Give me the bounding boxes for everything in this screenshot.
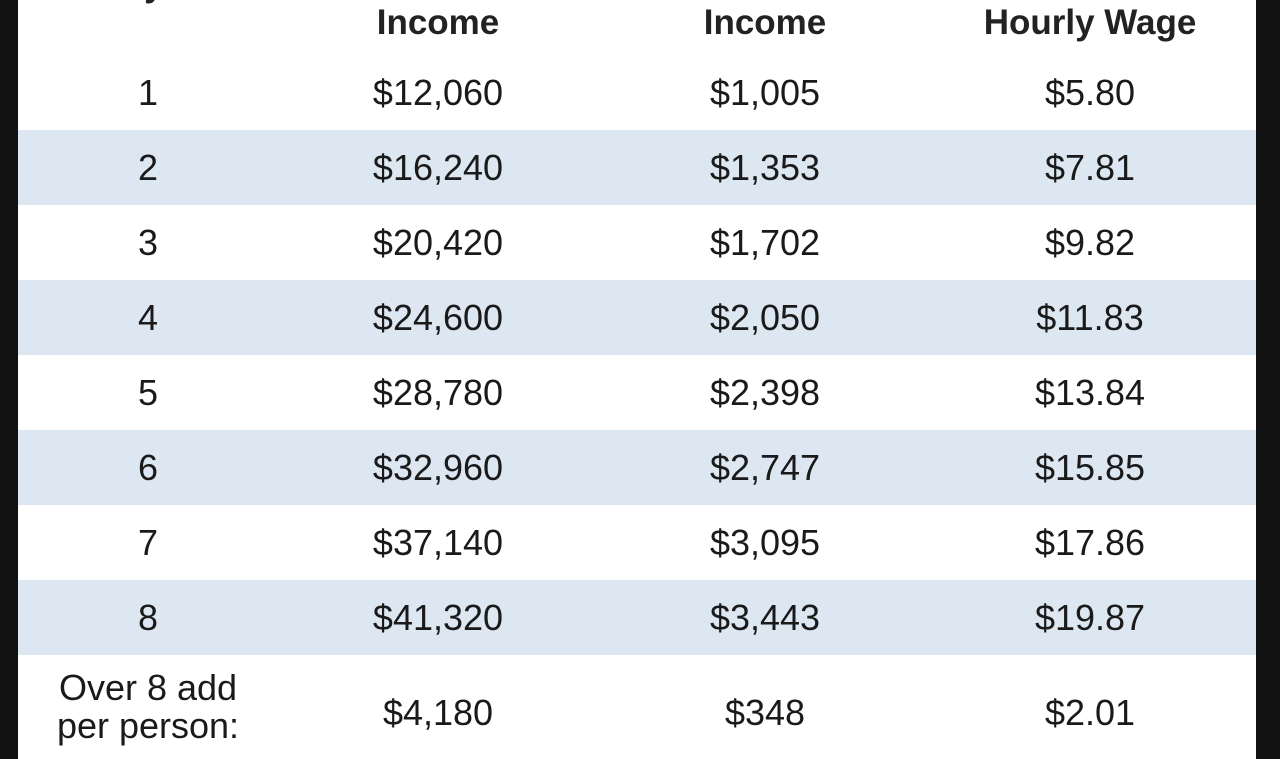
table-row: 2 $16,240 $1,353 $7.81 — [18, 130, 1256, 205]
header-cell: Income — [376, 2, 500, 42]
table-cell: $11.83 — [1036, 296, 1144, 338]
table-cell: $4,180 — [382, 692, 494, 733]
table-cell: 3 — [137, 221, 159, 263]
table-row: 6 $32,960 $2,747 $15.85 — [18, 430, 1256, 505]
table-cell: Over 8 add per person: — [56, 667, 240, 746]
table-cell: $1,353 — [709, 146, 821, 188]
table: Family Size Income Income Hourly Wage 1 $12,0… — [18, 0, 1256, 759]
table-cell: $15.85 — [1034, 446, 1146, 488]
table-row: 7 $37,140 $3,095 $17.86 — [18, 505, 1256, 580]
header-cell: Hourly Wage — [983, 2, 1197, 42]
table-cell: $19.87 — [1034, 596, 1146, 638]
table-cell: 6 — [137, 446, 159, 488]
table-cell: $12,060 — [372, 71, 504, 113]
table-cell: 4 — [137, 296, 159, 338]
table-cell: $37,140 — [372, 521, 504, 563]
table-row: 5 $28,780 $2,398 $13.84 — [18, 355, 1256, 430]
table-row: 4 $24,600 $2,050 $11.83 — [18, 280, 1256, 355]
table-cell: $3,443 — [709, 596, 821, 638]
table-cell: $7.81 — [1044, 146, 1136, 188]
table-cell: 8 — [137, 596, 159, 638]
table-cell: 2 — [137, 146, 159, 188]
table-cell: $24,600 — [372, 296, 504, 338]
table-cell: $41,320 — [372, 596, 504, 638]
header-cell: Family Size — [28, 0, 268, 17]
table-cell: $2,747 — [709, 446, 821, 488]
table-cell: $2.01 — [1044, 692, 1136, 733]
table-cell: $2,398 — [709, 371, 821, 413]
table-row: 8 $41,320 $3,443 $19.87 — [18, 580, 1256, 655]
table-cell: $32,960 — [372, 446, 504, 488]
table-cell: $28,780 — [372, 371, 504, 413]
table-row: Over 8 add per person: $4,180 $348 $2.01 — [18, 655, 1256, 759]
table-cell: $348 — [724, 692, 806, 733]
table-cell: $20,420 — [372, 221, 504, 263]
table-cell: $16,240 — [372, 146, 504, 188]
header-cell: Income — [703, 2, 827, 42]
table-cell: 5 — [137, 371, 159, 413]
table-cell: $13.84 — [1034, 371, 1146, 413]
table-row: 3 $20,420 $1,702 $9.82 — [18, 205, 1256, 280]
table-cell: $5.80 — [1044, 71, 1136, 113]
table-row: 1 $12,060 $1,005 $5.80 — [18, 55, 1256, 130]
table-cell: $9.82 — [1044, 221, 1136, 263]
table-cell: 7 — [137, 521, 159, 563]
table-cell: $17.86 — [1034, 521, 1146, 563]
table-cell: $1,702 — [709, 221, 821, 263]
table-cell: $3,095 — [709, 521, 821, 563]
header-row: Family Size Income Income Hourly Wage — [18, 0, 1256, 55]
table-cell: $1,005 — [709, 71, 821, 113]
table-cell: 1 — [137, 71, 159, 113]
table-cell: $2,050 — [709, 296, 821, 338]
